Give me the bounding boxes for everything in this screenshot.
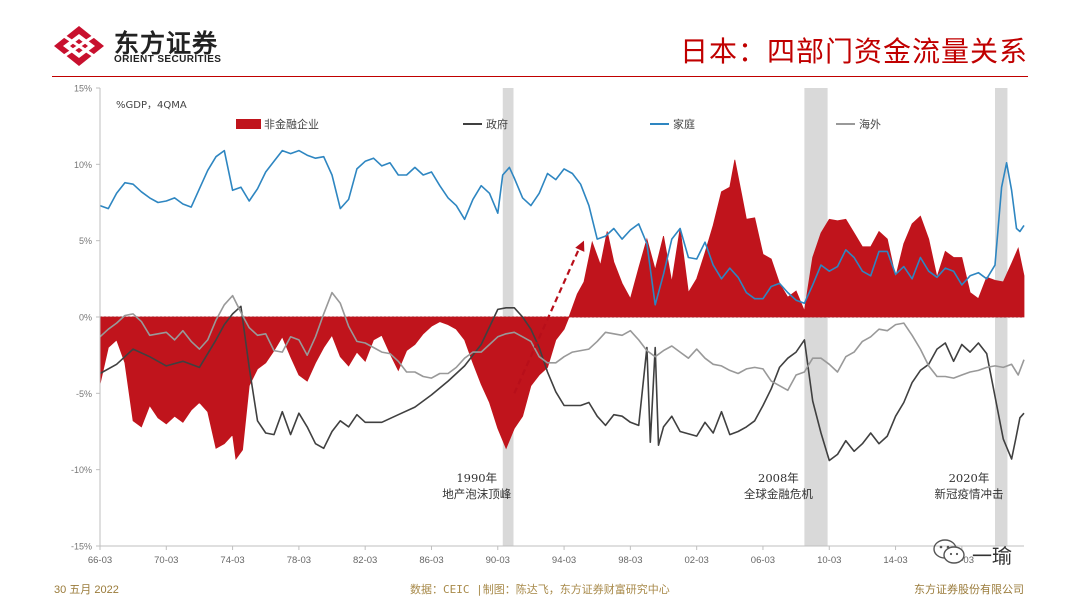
unit-label: %GDP，4QMA xyxy=(116,100,187,111)
y-tick-label: -15% xyxy=(71,542,92,552)
legend-label: 政府 xyxy=(486,117,508,131)
event-name-label: 全球金融危机 xyxy=(744,487,813,501)
event-year-label: 2020年 xyxy=(949,471,990,485)
x-tick-label: 74-03 xyxy=(220,555,244,566)
x-tick-label: 14-03 xyxy=(883,555,907,566)
series-area-corporate xyxy=(99,159,1025,461)
x-tick-label: 98-03 xyxy=(618,555,642,566)
x-tick-label: 66-03 xyxy=(88,555,112,566)
series-line-overseas xyxy=(99,291,1025,392)
wechat-account-name: 一瑜 xyxy=(972,544,1012,568)
footer-source: 数据：CEIC |制图：陈达飞，东方证券财富研究中心 xyxy=(410,583,670,596)
wechat-icon xyxy=(933,539,965,564)
x-tick-label: 86-03 xyxy=(419,555,443,566)
x-tick-label: 90-03 xyxy=(486,555,510,566)
trend-arrow-head xyxy=(575,240,585,252)
event-year-label: 2008年 xyxy=(758,471,799,485)
legend-label: 非金融企业 xyxy=(264,117,319,131)
event-name-label: 地产泡沫顶峰 xyxy=(442,487,511,501)
logo-english-name: ORIENT SECURITIES xyxy=(114,54,222,65)
y-tick-label: -10% xyxy=(71,465,92,475)
y-tick-label: -5% xyxy=(76,389,92,399)
legend-label: 家庭 xyxy=(673,117,695,131)
event-name-label: 新冠疫情冲击 xyxy=(934,487,1003,501)
y-tick-label: 0% xyxy=(79,313,92,323)
footer-date: 30 五月 2022 xyxy=(54,584,119,596)
event-year-label: 1990年 xyxy=(456,471,497,485)
x-tick-label: 94-03 xyxy=(552,555,576,566)
y-tick-label: 15% xyxy=(74,84,92,94)
series-line-government xyxy=(99,305,1025,462)
logo-diamond-icon xyxy=(54,26,104,66)
y-tick-label: 10% xyxy=(74,160,92,170)
x-tick-label: 78-03 xyxy=(287,555,311,566)
footer-company: 东方证券股份有限公司 xyxy=(914,583,1024,596)
y-tick-label: 5% xyxy=(79,236,92,246)
x-tick-label: 06-03 xyxy=(751,555,775,566)
legend-label: 海外 xyxy=(859,117,881,131)
x-tick-label: 70-03 xyxy=(154,555,178,566)
logo-chinese-name: 东方证券 xyxy=(114,29,219,58)
legend-swatch xyxy=(236,119,261,129)
wechat-watermark: 一瑜 xyxy=(932,536,1062,570)
title-divider xyxy=(52,76,1028,77)
trend-arrow-line xyxy=(513,246,581,394)
x-tick-label: 02-03 xyxy=(685,555,709,566)
x-tick-label: 82-03 xyxy=(353,555,377,566)
series-line-household xyxy=(99,149,1025,306)
x-tick-label: 10-03 xyxy=(817,555,841,566)
brand-logo: 东方证券 ORIENT SECURITIES xyxy=(52,22,252,70)
page-title: 日本：四部门资金流量关系 xyxy=(679,35,1028,68)
